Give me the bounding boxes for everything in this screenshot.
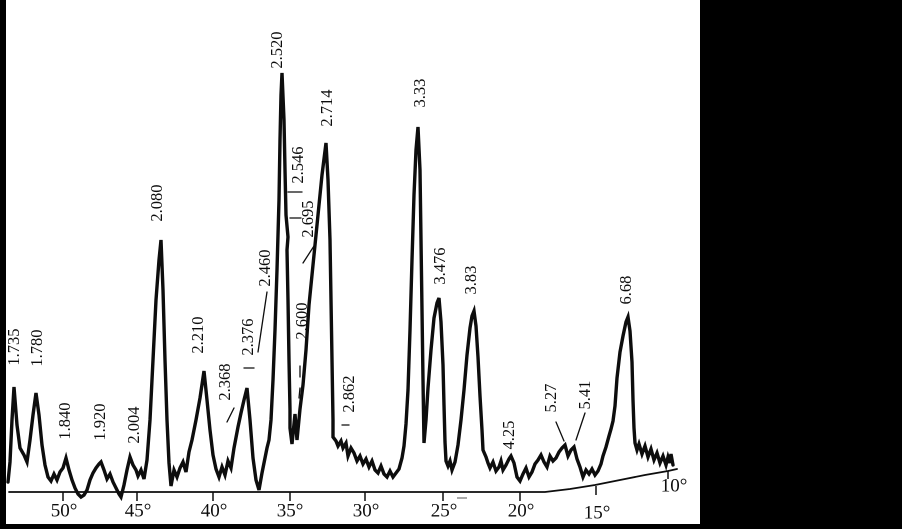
peak-label-2.004: 2.004 — [124, 406, 143, 443]
peak-label-2.546: 2.546 — [288, 146, 307, 183]
leader-line-2.695 — [302, 245, 315, 264]
peak-label-2.600: 2.600 — [292, 302, 311, 339]
x-axis-tick-label: 50° — [51, 500, 78, 521]
x-axis-tick-label: 40° — [201, 500, 228, 521]
peak-label-3.476: 3.476 — [430, 247, 449, 284]
peak-label-2.376: 2.376 — [238, 318, 257, 355]
left-black-border — [0, 0, 6, 529]
peak-label-5.41: 5.41 — [575, 381, 594, 410]
leader-line-2.460 — [257, 291, 268, 353]
leader-line-2.600 — [298, 387, 301, 399]
right-black-mask — [700, 0, 902, 529]
peak-label-2.714: 2.714 — [317, 89, 336, 126]
x-axis-tick-label: 10° — [661, 475, 688, 496]
peak-label-1.735: 1.735 — [4, 328, 23, 365]
leader-line-2.368 — [226, 407, 235, 423]
leader-line-5.27 — [555, 421, 565, 442]
peak-label-3.83: 3.83 — [461, 266, 480, 295]
peak-label-4.25: 4.25 — [499, 421, 518, 450]
peak-label-2.862: 2.862 — [339, 375, 358, 412]
leader-line-5.41 — [575, 412, 586, 441]
x-axis-tick-label: 20° — [508, 500, 535, 521]
peak-label-5.27: 5.27 — [541, 384, 560, 413]
x-axis-tick-label: 15° — [584, 502, 611, 523]
peak-label-6.68: 6.68 — [616, 276, 635, 305]
bottom-black-border — [0, 524, 902, 529]
peak-label-1.780: 1.780 — [27, 329, 46, 366]
peak-label-3.33: 3.33 — [410, 79, 429, 108]
diffractogram-trace — [6, 72, 675, 502]
x-axis-tick-label: 25° — [431, 500, 458, 521]
peak-label-2.520: 2.520 — [267, 31, 286, 68]
peak-label-2.210: 2.210 — [188, 316, 207, 353]
x-axis-tick-label: 30° — [353, 500, 380, 521]
peak-label-1.840: 1.840 — [55, 402, 74, 439]
peak-label-2.368: 2.368 — [215, 363, 234, 400]
peak-label-1.920: 1.920 — [90, 403, 109, 440]
peak-label-2.460: 2.460 — [255, 249, 274, 286]
x-axis-tick-label: 45° — [125, 500, 152, 521]
peak-label-2.695: 2.695 — [298, 200, 317, 237]
peak-label-2.080: 2.080 — [147, 184, 166, 221]
x-axis-line — [8, 468, 678, 493]
x-axis-tick-label: 35° — [277, 500, 304, 521]
